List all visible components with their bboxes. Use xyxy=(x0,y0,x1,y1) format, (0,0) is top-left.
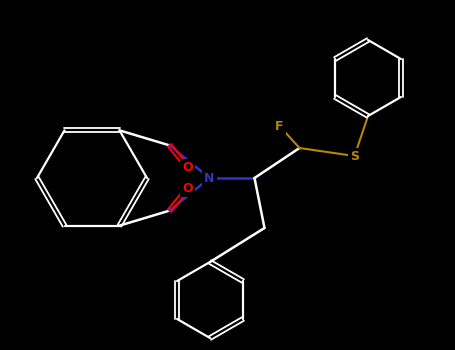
Text: F: F xyxy=(275,119,284,133)
Text: O: O xyxy=(182,182,193,195)
Text: S: S xyxy=(350,149,359,162)
Text: N: N xyxy=(204,172,215,184)
Text: O: O xyxy=(182,161,193,174)
